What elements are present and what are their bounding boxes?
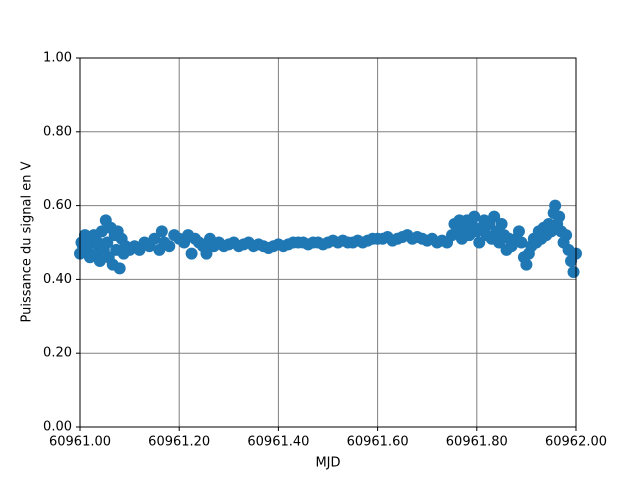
y-tick-label: 0.80 xyxy=(43,124,72,139)
point xyxy=(515,236,528,249)
point xyxy=(560,229,573,242)
y-tick-label: 0.40 xyxy=(43,272,72,287)
x-tick-label: 60962.00 xyxy=(545,435,607,450)
point xyxy=(495,218,508,231)
x-tick-label: 60961.20 xyxy=(148,435,210,450)
point xyxy=(553,210,566,223)
point xyxy=(163,240,176,253)
y-tick-label: 0.00 xyxy=(43,420,72,435)
point xyxy=(567,266,580,279)
y-tick-label: 0.60 xyxy=(43,198,72,213)
point xyxy=(512,225,525,238)
point xyxy=(113,262,126,275)
point xyxy=(155,225,168,238)
point xyxy=(473,236,486,249)
point xyxy=(468,210,481,223)
y-tick-label: 1.00 xyxy=(43,51,72,66)
point xyxy=(200,247,213,260)
y-tick-label: 0.20 xyxy=(43,346,72,361)
x-tick-label: 60961.60 xyxy=(347,435,409,450)
point xyxy=(148,232,161,245)
point xyxy=(101,236,114,249)
x-tick-label: 60961.40 xyxy=(247,435,309,450)
x-tick-label: 60961.00 xyxy=(49,435,111,450)
point xyxy=(488,210,501,223)
point xyxy=(549,199,562,212)
plot-frame xyxy=(79,57,577,428)
y-axis-label: Puissance du signal en V xyxy=(20,161,35,322)
point xyxy=(185,247,198,260)
x-axis-label: MJD xyxy=(315,456,340,471)
x-tick-label: 60961.80 xyxy=(446,435,508,450)
point xyxy=(520,258,533,271)
